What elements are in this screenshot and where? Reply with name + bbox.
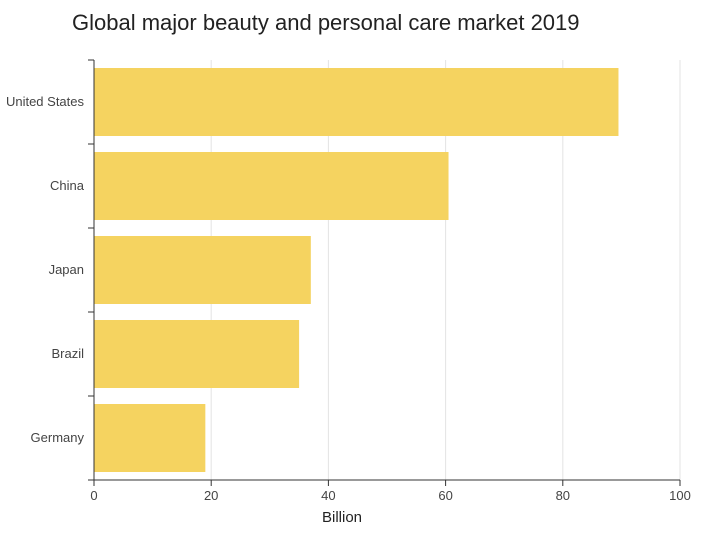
x-tick-label: 40: [321, 488, 335, 503]
x-tick-label: 20: [204, 488, 218, 503]
bar: [94, 320, 300, 388]
x-axis-title: Billion: [322, 509, 362, 526]
axes: [88, 59, 681, 486]
bar: [94, 236, 311, 304]
y-tick-label: Germany: [31, 430, 85, 445]
x-tick-label: 0: [90, 488, 97, 503]
y-tick-label: United States: [6, 94, 85, 109]
bar: [94, 68, 619, 136]
bars: [94, 68, 619, 472]
x-tick-label: 80: [556, 488, 570, 503]
bar: [94, 404, 206, 472]
x-tick-label: 60: [438, 488, 452, 503]
y-tick-label: Brazil: [51, 346, 84, 361]
bar: [94, 152, 449, 220]
tick-labels: 0 20 40 60 80 100 United States China Japan Brazi…: [6, 94, 691, 503]
y-tick-label: China: [50, 178, 85, 193]
chart-title: Global major beauty and personal care ma…: [72, 10, 580, 35]
x-tick-label: 100: [669, 488, 691, 503]
y-tick-label: Japan: [49, 262, 84, 277]
